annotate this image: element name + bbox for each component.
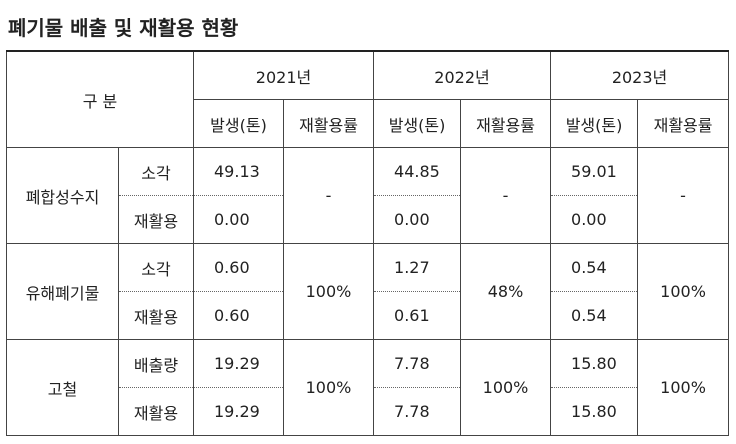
sub-header: 재활용률 xyxy=(282,99,375,148)
table-row: 구 분 2021년 2022년 2023년 xyxy=(6,50,730,148)
value-cell: 0.00 xyxy=(550,195,639,244)
value-cell: 0.60 xyxy=(193,243,284,292)
sub-header: 발생(톤) xyxy=(550,99,639,148)
item-label: 재활용 xyxy=(118,195,194,244)
table-row: 유해폐기물 소각 0.60 100% 1.27 48% 0.54 100% xyxy=(6,243,730,340)
value-cell: 0.54 xyxy=(550,243,639,292)
table-row: 발생(톤) 재활용률 발생(톤) 재활용률 발생(톤) 재활용률 xyxy=(7,99,730,148)
rate-cell: 100% xyxy=(637,243,730,340)
rate-cell: 100% xyxy=(460,339,552,436)
header-label: 구 분 xyxy=(6,50,194,148)
table-row: 재활용 19.29 7.78 15.80 xyxy=(7,387,729,436)
group-name: 폐합성수지 xyxy=(6,147,119,244)
value-cell: 0.00 xyxy=(193,195,284,244)
rate-cell: 100% xyxy=(282,243,375,340)
value-cell: 0.60 xyxy=(193,291,284,340)
item-label: 배출량 xyxy=(118,339,194,388)
rate-cell: - xyxy=(460,147,552,244)
table-row: 고철 배출량 19.29 100% 7.78 100% 15.80 100% xyxy=(6,339,730,436)
sub-header: 재활용률 xyxy=(637,99,730,148)
year-header: 2022년 xyxy=(373,50,552,100)
item-label: 소각 xyxy=(118,243,194,292)
rate-cell: 100% xyxy=(282,339,375,436)
title: 폐기물 배출 및 재활용 현황 xyxy=(8,16,239,40)
rate-cell: - xyxy=(282,147,375,244)
value-cell: 49.13 xyxy=(193,147,284,196)
value-cell: 0.54 xyxy=(550,291,639,340)
value-cell: 59.01 xyxy=(550,147,639,196)
value-cell: 19.29 xyxy=(193,387,284,436)
item-label: 소각 xyxy=(118,147,194,196)
value-cell: 44.85 xyxy=(373,147,462,196)
value-cell: 0.00 xyxy=(373,195,462,244)
sub-header: 발생(톤) xyxy=(193,99,284,148)
rate-cell: 48% xyxy=(460,243,552,340)
value-cell: 15.80 xyxy=(550,339,639,388)
value-cell: 0.61 xyxy=(373,291,462,340)
item-label: 재활용 xyxy=(118,291,194,340)
table-row: 재활용 0.00 0.00 0.00 xyxy=(7,195,729,244)
value-cell: 19.29 xyxy=(193,339,284,388)
sub-header: 발생(톤) xyxy=(373,99,462,148)
rate-cell: - xyxy=(637,147,730,244)
year-header: 2023년 xyxy=(550,50,730,100)
rate-cell: 100% xyxy=(637,339,730,436)
group-name: 유해폐기물 xyxy=(6,243,119,340)
table-row: 폐합성수지 소각 49.13-44.85-59.01- xyxy=(6,147,730,244)
value-cell: 7.78 xyxy=(373,387,462,436)
value-cell: 7.78 xyxy=(373,339,462,388)
sub-header: 재활용률 xyxy=(460,99,552,148)
table-row: 재활용 0.60 0.61 0.54 xyxy=(7,291,729,340)
waste-table: 구 분 2021년 2022년 2023년 발생(톤) 재활용률 발생(톤) 재활용률 발생(톤… xyxy=(6,50,730,436)
value-cell: 15.80 xyxy=(550,387,639,436)
item-label: 재활용 xyxy=(118,387,194,436)
value-cell: 1.27 xyxy=(373,243,462,292)
group-name: 고철 xyxy=(6,339,119,436)
year-header: 2021년 xyxy=(192,50,375,100)
